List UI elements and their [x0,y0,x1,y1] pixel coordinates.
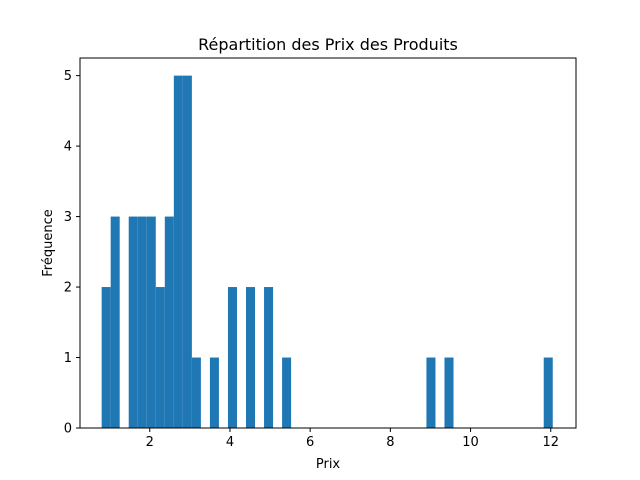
histogram-bar-18 [264,287,274,428]
y-axis-title: Fréquence [41,209,56,276]
histogram-bar-8 [173,75,183,428]
y-tick-label: 5 [64,69,72,84]
histogram-bar-5 [146,216,156,428]
histogram-bar-7 [164,216,174,428]
histogram-bar-21 [426,357,436,428]
y-tick-label: 2 [64,281,72,296]
histogram-bar-9 [182,75,192,428]
x-tick-label: 6 [306,435,314,450]
histogram-bar-3 [128,216,138,428]
y-tick-label: 1 [64,351,72,366]
histogram-bar-4 [137,216,147,428]
x-tick-label: 10 [462,435,479,450]
histogram-bar-16 [246,287,256,428]
histogram-bar-0 [101,287,111,428]
histogram-bar-12 [209,357,219,428]
x-axis-ticks: 2 4 6 8 10 12 [146,428,559,450]
histogram-bar-1 [110,216,120,428]
x-tick-label: 12 [542,435,559,450]
x-tick-label: 8 [386,435,394,450]
plot-frame [79,57,577,429]
y-axis-ticks: 0 1 2 3 4 5 [64,69,80,437]
x-axis-title: Prix [316,457,341,472]
y-tick-label: 0 [64,422,72,437]
histogram-bar-23 [543,357,553,428]
x-tick-label: 2 [146,435,154,450]
bars-group [101,75,553,428]
histogram-bar-10 [191,357,201,428]
chart-title: Répartition des Prix des Produits [198,35,458,54]
histogram-bar-6 [155,287,165,428]
y-tick-label: 4 [64,140,72,155]
histogram-bar-14 [227,287,237,428]
y-tick-label: 3 [64,210,72,225]
histogram-bar-22 [444,357,454,428]
x-tick-label: 4 [226,435,234,450]
histogram-bar-20 [282,357,292,428]
